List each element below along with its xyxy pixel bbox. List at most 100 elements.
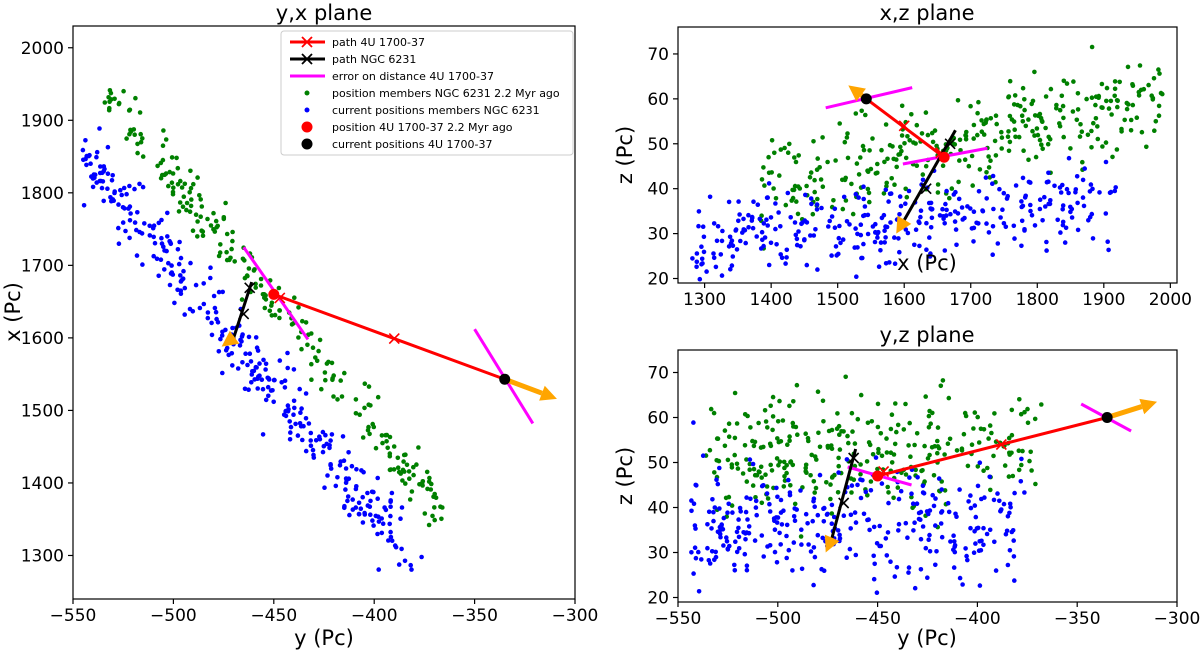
point-current-member xyxy=(322,485,327,491)
point-current-member xyxy=(896,521,902,527)
point-current-member xyxy=(327,443,332,448)
point-past-member xyxy=(785,442,790,448)
point-current-member xyxy=(116,225,121,231)
point-current-member xyxy=(213,309,219,315)
point-current-member xyxy=(783,261,788,266)
point-past-member xyxy=(722,428,728,433)
point-current-member xyxy=(936,476,942,481)
y-tick-label: 20 xyxy=(647,270,669,290)
point-current-member xyxy=(285,365,291,371)
point-current-member xyxy=(711,509,716,515)
point-current-member xyxy=(736,525,741,531)
point-past-member xyxy=(1012,127,1017,132)
point-past-member xyxy=(868,166,874,172)
point-current-member xyxy=(784,533,789,539)
point-past-member xyxy=(904,194,910,200)
point-current-member xyxy=(701,249,707,255)
arrow-ngc xyxy=(221,330,240,347)
point-current-member xyxy=(116,241,122,246)
point-current-member xyxy=(959,205,965,210)
point-current-member xyxy=(721,515,727,521)
point-past-member xyxy=(384,439,389,444)
point-current-member xyxy=(787,490,793,495)
point-current-member xyxy=(928,225,934,230)
point-current-member xyxy=(166,260,171,266)
point-current-member xyxy=(903,520,909,526)
point-past-member xyxy=(987,423,993,428)
point-current-member xyxy=(717,528,722,534)
point-current-member xyxy=(882,228,887,233)
point-current-member xyxy=(1003,531,1009,537)
point-past-member xyxy=(1016,134,1022,140)
point-current-member xyxy=(781,508,786,513)
point-past-member xyxy=(870,136,875,141)
point-current-member xyxy=(812,504,817,510)
point-current-member xyxy=(774,520,780,525)
point-past-member xyxy=(1038,115,1044,121)
point-past-member xyxy=(184,207,189,213)
point-current-member xyxy=(724,539,730,544)
legend-item-path-ngc: path NGC 6231 xyxy=(290,53,416,66)
point-current-member xyxy=(1074,174,1080,179)
point-current-member xyxy=(872,239,878,245)
point-past-member xyxy=(1068,146,1073,151)
point-past-member xyxy=(836,455,841,461)
point-current-member xyxy=(291,398,297,404)
point-current-member xyxy=(134,253,140,258)
point-current-member xyxy=(246,334,252,340)
point-past-member xyxy=(952,142,958,147)
point-past-member xyxy=(1064,81,1070,86)
point-current-member xyxy=(110,173,115,178)
point-current-member xyxy=(734,247,740,252)
point-current-member xyxy=(1012,578,1017,583)
point-past-member xyxy=(267,308,273,314)
point-past-member xyxy=(388,467,394,472)
point-current-member xyxy=(263,367,268,372)
point-current-member xyxy=(265,384,271,390)
point-past-member xyxy=(1124,100,1130,106)
point-current-member xyxy=(379,530,385,536)
point-current-member xyxy=(862,204,868,209)
point-past-member xyxy=(815,389,821,395)
overlay-yz xyxy=(824,398,1158,553)
point-current-member xyxy=(871,553,876,559)
point-past-member xyxy=(726,421,732,427)
point-past-member xyxy=(840,177,845,183)
point-current-member xyxy=(911,528,916,533)
point-past-member xyxy=(1085,132,1091,138)
point-past-member xyxy=(1125,64,1131,70)
point-past-member xyxy=(875,161,880,167)
point-current-member xyxy=(948,539,953,544)
point-current-member xyxy=(730,510,735,515)
point-current-member xyxy=(742,551,748,557)
point-past-member xyxy=(765,496,771,501)
point-past-member xyxy=(766,170,772,176)
point-current-member xyxy=(933,496,938,501)
point-past-member xyxy=(773,196,779,201)
point-current-member xyxy=(853,552,859,558)
point-past-member xyxy=(879,453,885,459)
point-current-member xyxy=(717,506,722,511)
point-past-member xyxy=(190,228,196,233)
point-past-member xyxy=(770,427,775,433)
point-past-member xyxy=(395,465,401,471)
point-current-member xyxy=(905,230,911,236)
point-current-member xyxy=(246,387,251,393)
point-past-member xyxy=(855,416,861,422)
point-past-member xyxy=(1156,113,1162,118)
point-past-member xyxy=(807,175,813,180)
point-past-member xyxy=(898,144,903,150)
point-current-member xyxy=(920,524,926,529)
point-past-member xyxy=(1096,95,1101,100)
legend-label: position 4U 1700-37 2.2 Myr ago xyxy=(332,121,513,134)
point-current-member xyxy=(792,220,798,225)
point-past-member xyxy=(309,331,314,336)
point-past-member xyxy=(188,203,194,209)
point-current-member xyxy=(885,530,891,535)
title-yx: y,x plane xyxy=(276,1,372,25)
point-current-member xyxy=(793,232,799,238)
point-current-member xyxy=(774,560,780,565)
point-current-member xyxy=(907,475,912,480)
point-past-member xyxy=(940,163,946,168)
point-past-member xyxy=(837,121,842,126)
